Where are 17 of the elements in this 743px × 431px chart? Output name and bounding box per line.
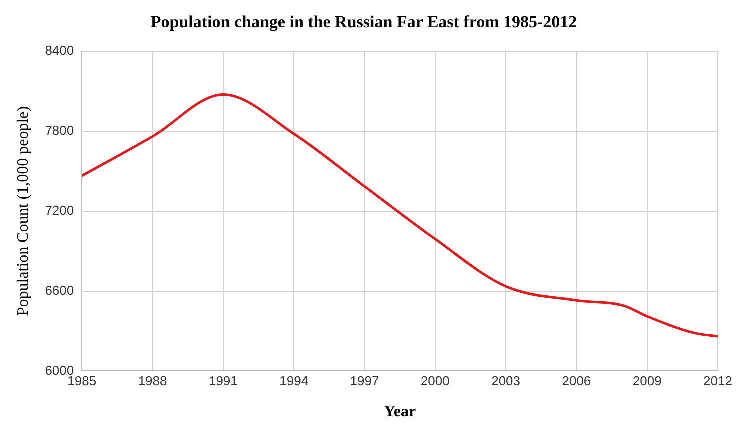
y-axis-title: Population Count (1,000 people): [14, 106, 32, 316]
x-tick-label: 2009: [632, 374, 662, 389]
line-series: [82, 93, 718, 338]
x-tick-label: 2012: [704, 374, 732, 389]
x-tick-label: 1997: [350, 374, 380, 389]
y-tick-label: 7800: [45, 122, 74, 138]
x-tick-label: 2000: [420, 374, 450, 389]
y-tick-label: 6600: [45, 282, 74, 298]
x-tick-label: 2006: [562, 374, 592, 389]
x-axis-title: Year: [384, 404, 416, 421]
x-tick-label: 1988: [138, 374, 168, 389]
y-tick-label: 7200: [45, 202, 74, 218]
x-tick-label: 1994: [280, 374, 309, 389]
chart-title: Population change in the Russian Far East from 1985-2012: [150, 12, 578, 32]
x-tick-label: 1991: [208, 374, 238, 389]
x-tick-label: 2003: [492, 374, 520, 389]
y-tick-label: 8400: [45, 42, 74, 58]
